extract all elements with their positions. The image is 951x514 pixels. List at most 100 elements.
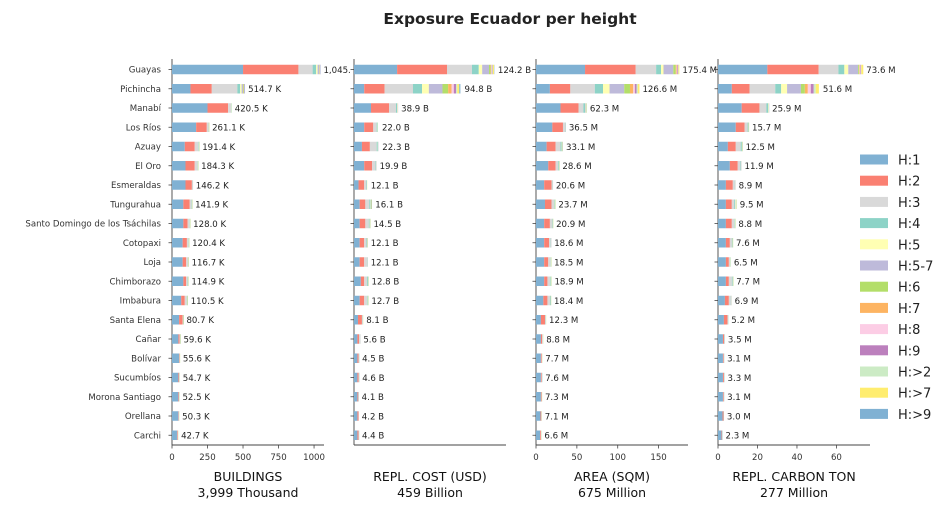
panel-3-bar-chimborazo-h-3 [547,277,549,287]
panel-2-bar-ca-ar-h-1 [354,334,357,344]
panel-2-bar-cotopaxi-h-4 [366,238,367,248]
panel-2-bar-chimborazo-h-4 [367,277,368,287]
legend-label-h-2: H:2 [898,175,920,190]
panel-2-bar-tungurahua-h-4 [369,200,370,210]
legend-swatch-h-5-7 [860,261,888,271]
legend-label-h-5-7: H:5-7 [898,260,933,275]
panel-4-bar-manab-h-4 [766,103,768,113]
panel-1-total-label-sucumb-os: 54.7 K [183,374,211,384]
panel-2-bar-orellana-h-1 [354,411,357,421]
category-label-carchi: Carchi [134,431,161,441]
panel-4-bar-azuay-h-4 [741,142,742,152]
panel-1-bar-el-oro-h-3 [195,161,198,171]
panel-4-bar-santa-elena-h-1 [718,315,724,325]
panel-4-x-tick-label: 0 [715,453,720,463]
panel-1-bar-guayas-h-3 [298,65,312,75]
panel-4-bar-manab-h-1 [718,103,742,113]
panel-1-bar-imbabura-h-3 [185,296,187,306]
panel-2-bar-ca-ar-h-2 [357,334,359,344]
panel-2-bar-tungurahua-h-5-7 [371,200,372,210]
panel-4-bar-pichincha-h-9 [811,84,814,94]
panel-1-total-label-manab: 420.5 K [235,104,268,114]
panel-2-bar-tungurahua-h-3 [365,200,369,210]
panel-4-bar-morona-santiago-h-2 [723,392,724,402]
legend-label-h-3: H:3 [898,196,920,211]
panel-3-xlabel: AREA (SQM) [574,469,650,484]
panel-1-bar-loja-h-2 [183,257,187,267]
panel-3-bar-azuay-h-2 [547,142,556,152]
panel-4-total-label-carchi: 2.3 M [726,432,750,442]
panel-1-x-tick-label: 750 [270,453,286,463]
panel-1-bar-loja-h-1 [172,257,183,267]
panel-3-bar-santa-elena-h-3 [545,315,546,325]
panel-1-bar-pichincha-h-3 [212,84,238,94]
panel-1-bar-sucumb-os-h-1 [172,373,178,383]
panel-1-total-label-morona-santiago: 52.5 K [182,393,210,403]
panel-4-bar-azuay-h-2 [728,142,736,152]
panel-3-bar-loja-h-3 [548,257,550,267]
panel-4-total-label-cotopaxi: 7.6 M [736,239,760,249]
panel-3-bar-azuay-h-4 [561,142,562,152]
panel-1-total-label-guayas: 1,045. [323,66,350,76]
panel-2-xlabel: REPL. COST (USD) [373,469,487,484]
panel-1-total-label-cotopaxi: 120.4 K [192,239,225,249]
panel-4-total-label-guayas: 73.6 M [866,66,895,76]
panel-2-bar-imbabura-h-4 [367,296,368,306]
legend-label-h-7: H:>7 [898,387,931,402]
panel-3-bar-orellana-h-2 [540,411,541,421]
panel-3-total-label-santo-domingo-de-los-ts-chilas: 20.9 M [556,220,585,230]
panel-2-bar-tungurahua-h-1 [354,200,360,210]
panel-2-bar-el-oro-h-2 [364,161,372,171]
panel-4-bar-cotopaxi-h-3 [730,238,732,248]
panel-2-bar-loja-h-3 [364,257,367,267]
panel-3-bar-guayas-h-3 [636,65,656,75]
panel-4-total-label-santa-elena: 5.2 M [731,316,755,326]
panel-3-bar-carchi-h-1 [536,431,540,441]
category-label-pichincha: Pichincha [120,85,161,95]
panel-1-bar-ca-ar-h-1 [172,334,178,344]
legend-swatch-h-2 [860,367,888,377]
legend-swatch-h-7 [860,388,888,398]
legend-swatch-h-6 [860,282,888,292]
panel-3-bar-guayas-h-4 [656,65,661,75]
panel-2-bar-cotopaxi-h-1 [354,238,360,248]
panel-3-bar-guayas-h-7 [679,65,680,75]
panel-3-x-tick-label: 0 [533,453,538,463]
panel-3-total-label-bol-var: 7.7 M [545,355,569,365]
category-label-manab: Manabí [130,104,162,114]
panel-4-bar-los-r-os-h-1 [718,123,736,133]
panel-3-total-label-sucumb-os: 7.6 M [545,374,569,384]
panel-3-bar-manab-h-4 [583,103,585,113]
legend-label-h-7: H:7 [898,302,920,317]
panel-1-bar-los-r-os-h-2 [196,123,207,133]
panel-3-bar-manab-h-1 [536,103,561,113]
panel-3-bar-bol-var-h-1 [536,354,541,364]
category-label-cotopaxi: Cotopaxi [123,239,161,249]
panel-4-bar-santo-domingo-de-los-ts-chilas-h-2 [726,219,732,229]
panel-3-total-label-santa-elena: 12.3 M [549,316,578,326]
panel-2-bar-guayas-h-7 [491,65,492,75]
panel-1-bar-azuay-h-1 [172,142,185,152]
panel-2-bar-manab-h-3 [389,103,396,113]
panel-4-bar-loja-h-3 [729,257,730,267]
panel-2-bar-esmeraldas-h-4 [366,180,367,190]
panel-4-bar-guayas-h-7 [859,65,860,75]
panel-3-bar-pichincha-h-2 [637,84,638,94]
panel-3-total-label-pichincha: 126.6 M [642,85,677,95]
panel-3-bar-imbabura-h-1 [536,296,543,306]
panel-2-total-label-carchi: 4.4 B [362,432,384,442]
panel-3-bar-azuay-h-3 [556,142,561,152]
panel-3-bar-imbabura-h-2 [543,296,547,306]
panel-4-bar-pichincha-h-2 [814,84,816,94]
panel-3-total: 675 Million [578,485,646,500]
panel-1-bar-los-r-os-h-3 [207,123,209,133]
panel-3-bar-tungurahua-h-4 [554,200,555,210]
panel-3-bar-sucumb-os-h-1 [536,373,541,383]
panel-3-bar-ca-ar-h-2 [541,334,542,344]
panel-4-bar-manab-h-2 [742,103,760,113]
panel-2-bar-cotopaxi-h-3 [364,238,366,248]
panel-2-bar-guayas-h-5-7 [482,65,489,75]
panel-1-bar-ca-ar-h-3 [180,334,181,344]
legend-label-h-1: H:1 [898,154,920,169]
